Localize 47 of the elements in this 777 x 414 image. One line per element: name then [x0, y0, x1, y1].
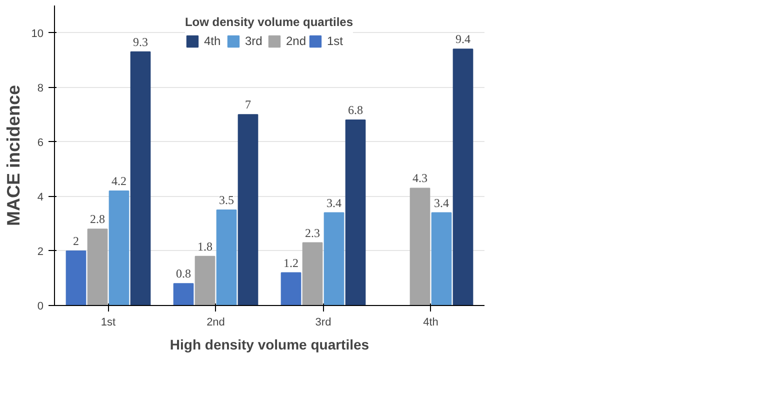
bar [66, 250, 86, 306]
data-label: 9.3 [133, 34, 148, 49]
data-label: 2.8 [90, 212, 105, 226]
y-tick-label: 4 [37, 191, 44, 204]
y-tick-label: 2 [37, 246, 44, 258]
bar [216, 210, 237, 306]
bar [130, 51, 151, 306]
bar [87, 228, 108, 306]
data-label: 3.4 [434, 196, 449, 210]
data-label: 4.2 [112, 174, 126, 188]
bar [431, 212, 452, 306]
y-axis-title: MACE incidence [3, 84, 24, 226]
x-tick-label: 1st [100, 316, 116, 328]
data-label: 9.4 [456, 32, 470, 46]
data-label: 6.8 [348, 103, 363, 118]
data-label: 0.8 [176, 266, 191, 281]
x-axis-title: High density volume quartiles [170, 336, 370, 352]
bar [238, 114, 258, 306]
bar [302, 242, 323, 306]
data-label: 4.3 [412, 171, 428, 186]
data-label: 1.8 [198, 239, 212, 254]
data-label: 7 [245, 98, 251, 112]
data-label: 3.5 [219, 193, 234, 208]
x-tick-label: 4th [423, 316, 438, 328]
y-tick-label: 6 [37, 136, 44, 149]
bar [324, 212, 344, 306]
bar [194, 256, 216, 306]
y-tick-label: 10 [31, 28, 44, 40]
data-label: 2 [73, 234, 79, 248]
x-tick-label: 3rd [315, 316, 332, 328]
legend-label: 4th [204, 34, 222, 48]
bar [410, 188, 430, 306]
bar [108, 190, 130, 306]
y-tick-label: 8 [37, 82, 44, 94]
data-label: 3.4 [326, 196, 342, 210]
legend-title: Low density volume quartiles [184, 15, 354, 29]
legend-label: 3rd [244, 34, 264, 48]
bar [345, 120, 366, 306]
legend-label: 2nd [286, 34, 306, 48]
y-tick-label: 0 [37, 300, 44, 312]
bar [452, 48, 474, 306]
legend-label: 1st [327, 34, 344, 48]
x-tick-label: 2nd [206, 316, 225, 328]
bar [173, 283, 194, 306]
data-label: 1.2 [284, 256, 298, 270]
data-label: 2.3 [305, 226, 320, 240]
bar [280, 272, 302, 306]
